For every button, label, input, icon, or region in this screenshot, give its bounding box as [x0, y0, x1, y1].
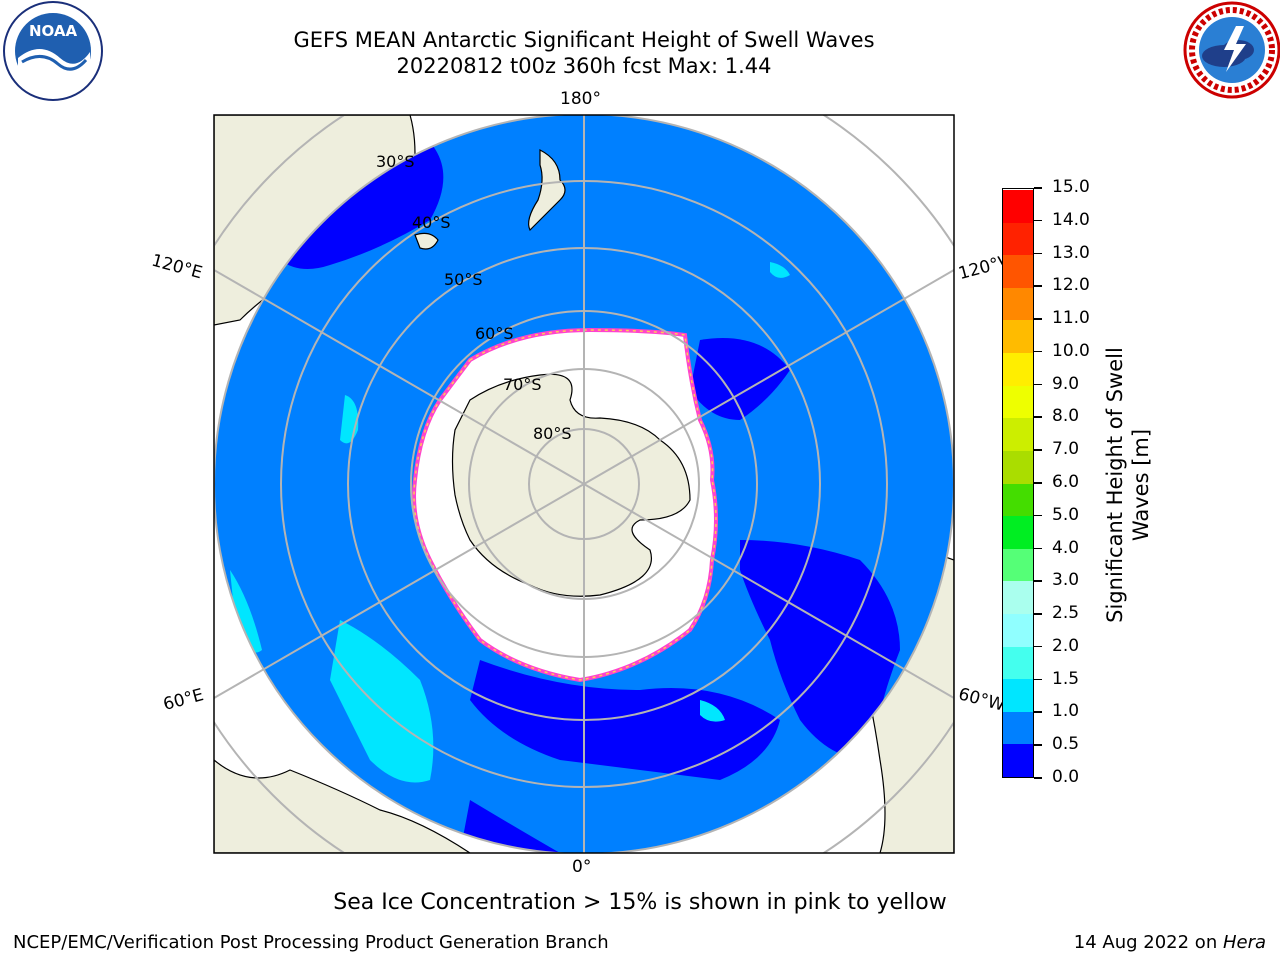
colorbar-segment [1003, 548, 1033, 582]
colorbar-tick [1034, 219, 1042, 222]
colorbar-segment [1003, 711, 1033, 745]
colorbar-tick-label: 1.0 [1052, 701, 1080, 722]
colorbar-segment [1003, 222, 1033, 256]
colorbar-segment [1003, 287, 1033, 321]
colorbar-tick [1034, 350, 1042, 353]
colorbar-tick [1034, 777, 1042, 779]
lat-label-70s: 70°S [503, 375, 542, 394]
colorbar-segment [1003, 515, 1033, 549]
colorbar-tick [1034, 285, 1042, 287]
lat-label-80s: 80°S [533, 424, 572, 443]
colorbar-tick-label: 12.0 [1052, 275, 1090, 296]
colorbar-tick [1034, 252, 1042, 255]
colorbar-tick-label: 6.0 [1052, 472, 1080, 492]
colorbar-tick [1034, 645, 1042, 648]
colorbar-segment [1003, 450, 1033, 484]
colorbar-segment [1003, 580, 1033, 614]
colorbar-segment [1003, 743, 1033, 777]
lon-label-180: 180° [560, 89, 601, 109]
colorbar-title: Significant Height of Swell Waves [m] [1103, 347, 1153, 623]
lat-label-50s: 50°S [444, 270, 483, 289]
colorbar-segment [1003, 385, 1033, 419]
colorbar-segment [1003, 189, 1033, 223]
footer-credit: NCEP/EMC/Verification Post Processing Pr… [13, 932, 609, 953]
colorbar-tick-label: 11.0 [1052, 308, 1090, 329]
colorbar-tick [1034, 744, 1042, 746]
colorbar-tick-label: 2.5 [1052, 603, 1080, 624]
colorbar-tick-label: 9.0 [1052, 373, 1080, 394]
colorbar-tick-label: 3.0 [1052, 570, 1080, 591]
nws-logo-icon [1183, 1, 1280, 99]
colorbar-tick-label: 7.0 [1052, 439, 1080, 460]
sea-ice-note: Sea Ice Concentration > 15% is shown in … [333, 890, 947, 915]
colorbar-tick-label: 15.0 [1052, 177, 1090, 197]
colorbar-tick [1034, 678, 1042, 681]
colorbar-segment [1003, 483, 1033, 517]
footer-date-text: 14 Aug 2022 on [1073, 932, 1223, 953]
noaa-logo-icon: NOAA [3, 1, 103, 101]
new-zealand-land [528, 149, 566, 232]
footer-date: 14 Aug 2022 on Hera [1074, 932, 1266, 953]
chart-title-line2: 20220812 t00z 360h fcst Max: 1.44 [396, 54, 772, 78]
colorbar-tick [1034, 711, 1042, 713]
colorbar-segment [1003, 319, 1033, 354]
colorbar-tick [1034, 580, 1042, 582]
colorbar-tick-label: 2.0 [1052, 635, 1080, 656]
tasmania-land [414, 232, 439, 250]
colorbar-tick [1034, 383, 1042, 386]
africa-land [214, 759, 472, 853]
colorbar-tick-label: 0.5 [1052, 734, 1080, 755]
colorbar-segment [1003, 254, 1033, 288]
colorbar-tick-label: 0.0 [1052, 767, 1080, 787]
svg-text:NOAA: NOAA [29, 22, 78, 40]
lon-label-0: 0° [572, 857, 592, 877]
colorbar-tick-label: 8.0 [1052, 406, 1080, 427]
colorbar-tick [1034, 416, 1042, 418]
colorbar-segment [1003, 417, 1033, 451]
lat-label-40s: 40°S [412, 213, 451, 232]
colorbar-tick [1034, 449, 1042, 451]
colorbar-tick-label: 14.0 [1052, 209, 1090, 230]
colorbar [1002, 188, 1034, 778]
colorbar-segment [1003, 678, 1033, 712]
colorbar-tick [1034, 482, 1042, 484]
colorbar-segment [1003, 352, 1033, 386]
colorbar-tick-label: 5.0 [1052, 504, 1080, 525]
colorbar-tick [1034, 514, 1042, 517]
antarctica-land [451, 373, 691, 597]
colorbar-tick-label: 1.5 [1052, 668, 1080, 689]
colorbar-segment [1003, 646, 1033, 680]
chart-title-line1: GEFS MEAN Antarctic Significant Height o… [293, 28, 875, 52]
colorbar-tick [1034, 318, 1042, 320]
colorbar-segment [1003, 613, 1033, 647]
lat-label-30s: 30°S [376, 152, 415, 171]
colorbar-tick-label: 13.0 [1052, 242, 1090, 263]
colorbar-tick-label: 10.0 [1052, 340, 1090, 361]
colorbar-tick [1034, 613, 1042, 615]
colorbar-tick [1034, 187, 1042, 189]
colorbar-tick [1034, 547, 1042, 550]
footer-host: Hera [1222, 932, 1266, 953]
lat-label-60s: 60°S [475, 324, 514, 343]
colorbar-tick-label: 4.0 [1052, 537, 1080, 558]
